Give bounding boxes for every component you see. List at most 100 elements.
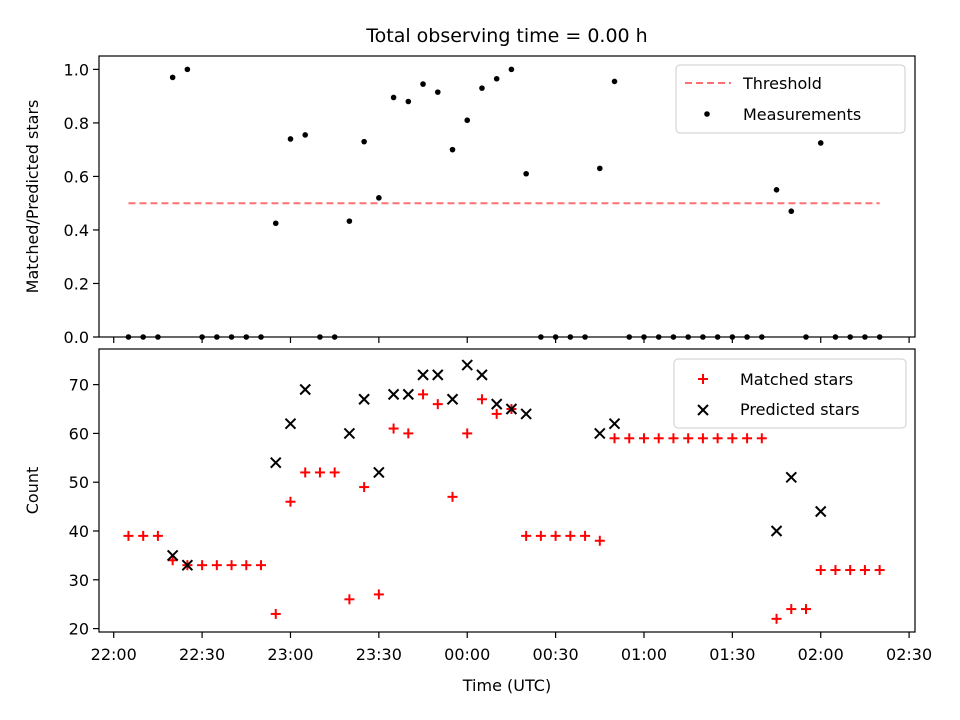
legend-box <box>673 358 907 429</box>
predicted-star-point <box>815 505 827 518</box>
cross-b <box>608 417 621 430</box>
matched-star-point <box>359 482 370 493</box>
matched-star-point <box>447 491 458 502</box>
cross-b <box>402 388 415 401</box>
matched-star-point <box>476 394 487 405</box>
bottom-axes-frame <box>98 348 916 633</box>
measurement-point <box>302 132 309 138</box>
predicted-star-point <box>785 471 797 484</box>
legend-box <box>675 64 906 134</box>
matched-star-point <box>314 467 325 478</box>
measurement-point <box>596 165 603 172</box>
y-tick-label: 70 <box>69 376 89 395</box>
predicted-star-point <box>505 403 518 415</box>
legend-measurements-swatch <box>704 111 710 117</box>
matched-star-point <box>727 433 738 444</box>
measurement-point <box>817 140 824 146</box>
matched-star-point <box>698 374 708 384</box>
measurement-point <box>376 195 382 201</box>
matched-star-point <box>388 423 399 434</box>
predicted-star-point <box>343 427 356 440</box>
y-tick-label: 0.6 <box>64 167 89 186</box>
measurement-point <box>788 208 795 215</box>
x-tick-label: 01:00 <box>621 645 667 664</box>
matched-star-point <box>138 530 149 541</box>
matched-star-point <box>845 565 856 576</box>
top-y-axis-label: Matched/Predicted stars <box>23 100 42 294</box>
matched-star-point <box>638 433 649 444</box>
measurement-point <box>523 170 529 177</box>
measurement-point <box>449 146 456 153</box>
predicted-star-point <box>432 369 444 381</box>
matched-star-point <box>300 467 311 478</box>
matched-star-point <box>462 428 473 439</box>
cross-b <box>697 404 709 416</box>
measurement-point <box>508 66 515 73</box>
predicted-star-point <box>181 559 194 571</box>
cross-b <box>358 393 370 405</box>
matched-star-point <box>241 560 252 571</box>
bottom-panel: 20 30 40 50 60 70 22:00 22:30 23:00 23:30 00:00 00:… <box>23 348 932 695</box>
cross-b <box>387 388 400 401</box>
measurement-point <box>405 98 412 105</box>
predicted-star-point <box>387 388 400 401</box>
x-axis-label: Time (UTC) <box>462 676 551 695</box>
matched-star-point <box>801 604 812 615</box>
matched-star-point <box>756 433 767 444</box>
top-axes-frame <box>98 55 916 338</box>
matched-star-point <box>226 560 237 571</box>
measurement-point <box>479 85 485 91</box>
matched-star-point <box>329 467 340 478</box>
measurement-point <box>420 81 426 87</box>
predicted-star-point <box>594 427 606 440</box>
predicted-star-point <box>770 525 783 537</box>
y-tick-label: 30 <box>69 571 89 590</box>
y-tick-label: 60 <box>69 424 89 443</box>
matched-star-point <box>550 530 561 541</box>
top-panel: 0.0 0.2 0.4 0.6 0.8 1.0 Matched/Predicted sta… <box>23 55 916 347</box>
predicted-star-point <box>166 549 179 562</box>
predicted-star-point <box>490 398 503 410</box>
matched-star-point <box>403 428 414 439</box>
x-tick-label: 22:00 <box>91 645 137 664</box>
matched-star-point <box>668 433 679 444</box>
predicted-star-point <box>461 359 473 371</box>
cross-b <box>785 471 797 484</box>
matched-star-point <box>344 594 355 605</box>
legend-measurements-label: Measurements <box>743 105 861 124</box>
y-tick-label: 40 <box>69 522 89 541</box>
matched-star-point <box>167 555 178 566</box>
bottom-y-axis-label: Count <box>23 467 42 515</box>
measurement-point <box>464 117 471 124</box>
matched-star-point <box>373 589 384 600</box>
measurement-point <box>434 89 441 95</box>
y-tick-label: 1.0 <box>64 60 89 79</box>
matched-star-point <box>609 433 620 444</box>
matched-star-point <box>874 565 885 576</box>
measurement-point <box>361 138 367 145</box>
x-tick-label: 22:30 <box>179 645 225 664</box>
cross-b <box>284 417 297 430</box>
legend-matched-label: Matched stars <box>740 370 853 389</box>
predicted-star-point <box>476 369 488 381</box>
y-tick-label: 0.4 <box>64 221 89 240</box>
matched-star-point <box>418 389 429 400</box>
predicted-star-point <box>417 369 429 381</box>
top-legend: Threshold Measurements <box>675 64 906 134</box>
cross-b <box>343 427 356 440</box>
matched-star-point <box>123 530 134 541</box>
cross-b <box>490 398 503 410</box>
y-tick-label: 50 <box>69 473 89 492</box>
predicted-star-point <box>284 417 297 430</box>
measurement-point <box>493 75 500 82</box>
measurement-point <box>346 218 353 224</box>
matched-star-point <box>152 530 163 541</box>
chart-title: Total observing time = 0.00 h <box>365 25 647 47</box>
predicted-star-point <box>299 383 311 396</box>
predicted-star-point <box>373 466 385 479</box>
x-tick-label: 02:00 <box>798 645 844 664</box>
matched-star-point <box>565 530 576 541</box>
cross-b <box>770 525 783 537</box>
matched-star-point <box>270 608 281 619</box>
